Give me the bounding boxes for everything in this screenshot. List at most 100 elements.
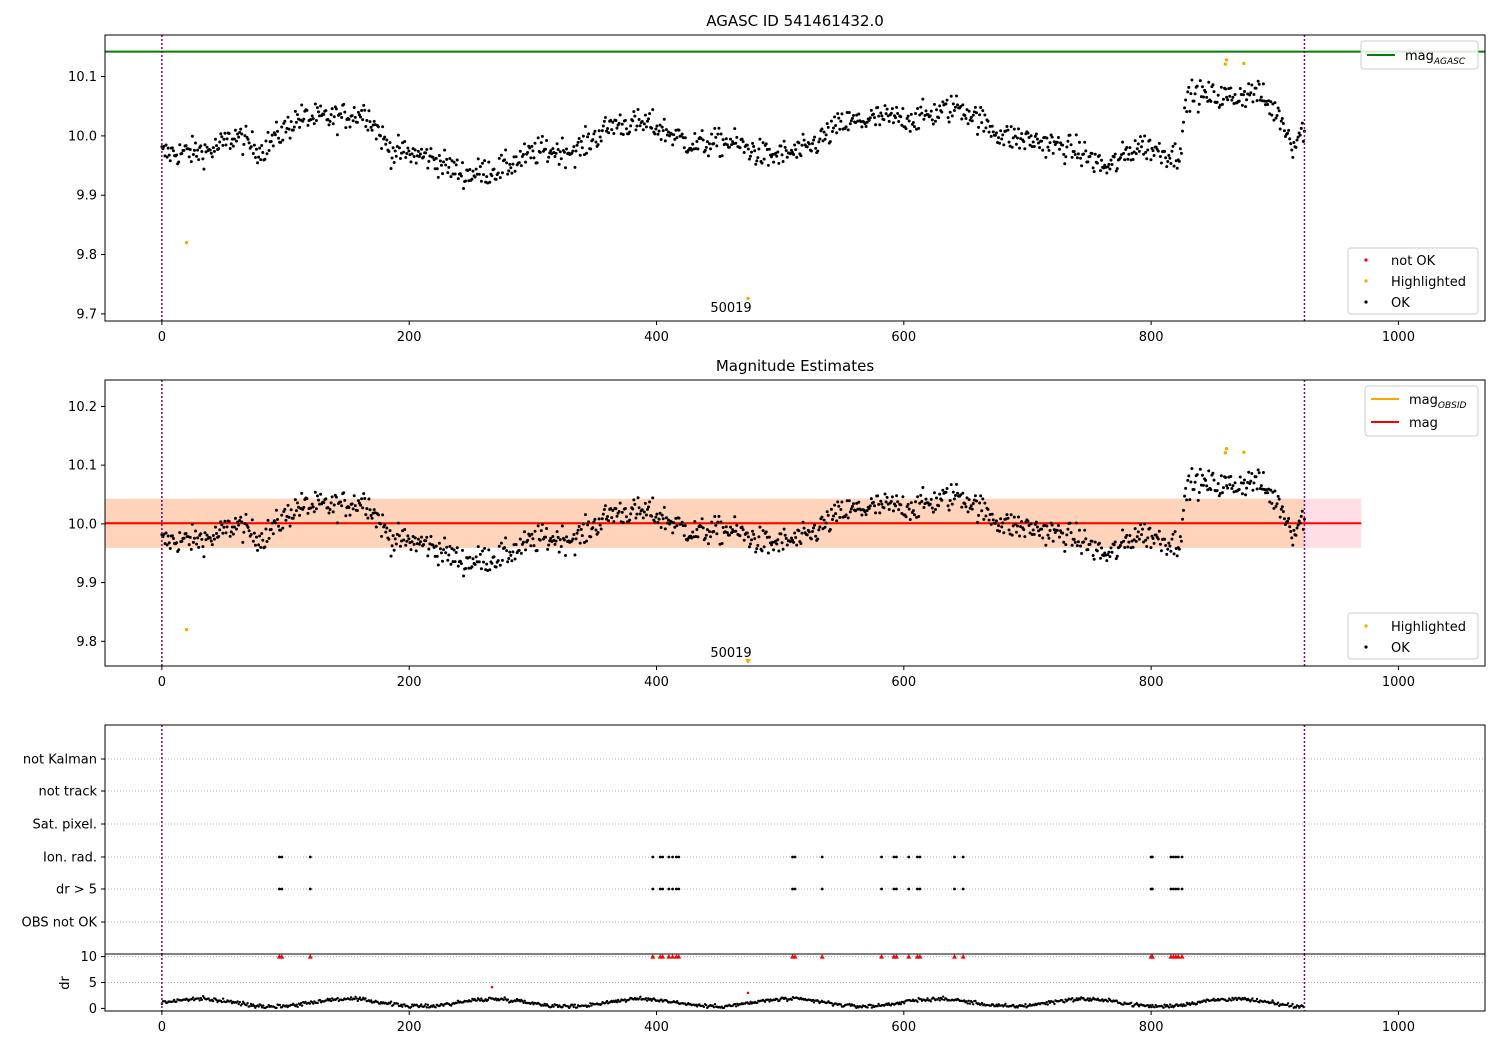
ok-point [199,532,203,536]
ok-point [334,495,338,499]
ok-point [807,142,811,146]
dr-point [1046,1003,1049,1006]
ok-point [247,141,251,145]
dr-point [245,1003,248,1007]
ok-point [750,538,754,542]
ok-point [311,505,315,509]
ok-point [1217,494,1221,498]
ok-point [727,145,731,149]
ok-point [536,524,540,528]
ok-point [779,144,783,148]
legend-frame [1347,247,1479,315]
dr-point [1044,1003,1047,1006]
ok-point [648,500,652,504]
ok-point [814,534,818,538]
ok-point [260,144,264,148]
ok-point [1269,100,1273,104]
ok-point [367,497,371,501]
dr-point [300,1004,304,1007]
ok-point [1273,489,1277,493]
ok-point [969,504,973,508]
ok-point [683,136,687,140]
ok-point [1216,93,1220,97]
ok-point [343,110,347,114]
ok-point [1233,481,1237,485]
ok-point [1220,491,1224,495]
dr-point [996,1005,999,1008]
ok-point [621,133,625,137]
dr-point [1168,1003,1172,1006]
ok-point [991,518,995,522]
dr-point [1146,1004,1150,1007]
ok-point [270,521,274,525]
ok-point [1015,136,1019,140]
ok-point [644,513,648,517]
ok-point [1106,553,1110,557]
ok-point [366,128,370,132]
ok-point [240,520,244,524]
ok-point [356,499,360,503]
ok-point [802,526,806,530]
ok-point [488,568,492,572]
ok-point [1172,164,1176,168]
ok-point [462,574,466,578]
dr-point [198,999,201,1002]
flag-point [661,855,665,859]
ok-point [546,160,550,164]
flag-point [1150,887,1154,891]
ok-point [281,138,285,142]
ok-point [1046,145,1050,149]
ok-point [700,129,704,133]
ok-point [500,558,504,562]
ok-point [1229,474,1233,478]
x-tick-label: 0 [158,675,166,690]
y-tick-label: 9.9 [76,189,97,204]
ok-point [1029,134,1033,138]
ok-point [797,141,801,145]
ok-point [1115,554,1119,558]
ok-point [565,535,569,539]
ok-point [348,125,352,129]
ok-point [1244,493,1248,497]
dr-point [1087,999,1091,1002]
ok-point [499,153,503,157]
dr-point [675,999,679,1003]
ok-point [656,520,660,524]
dr-point [318,998,322,1002]
ok-point [937,116,941,120]
ok-point [589,535,593,539]
ok-point [844,513,848,517]
ok-point [369,513,373,517]
ok-point [632,110,636,114]
dr-point [575,1006,579,1009]
ok-point [392,548,396,552]
ok-point [427,547,431,551]
ok-point [409,160,413,164]
ok-point [1143,134,1147,138]
ok-point [1136,530,1140,534]
dr-point [572,1005,575,1009]
ok-point [919,493,923,497]
ok-point [1201,95,1205,99]
ok-point [559,157,563,161]
dr-point [561,1005,564,1009]
y-tick-label: 10 [80,950,97,965]
ok-point [1184,486,1188,490]
ok-point [259,545,263,549]
ok-point [273,133,277,137]
ok-point [890,495,894,499]
ok-point [879,499,883,503]
ok-point [259,158,263,162]
ok-point [200,150,204,154]
flag-point [674,855,678,859]
ok-point [1233,92,1237,96]
ok-point [217,147,221,151]
ok-point [900,123,904,127]
ok-point [1178,147,1182,151]
ok-point [447,553,451,557]
ok-point [757,147,761,151]
flag-point [892,855,896,859]
flag-row-label: OBS not OK [22,916,98,931]
ok-point [258,534,262,538]
ok-point [1166,547,1170,551]
